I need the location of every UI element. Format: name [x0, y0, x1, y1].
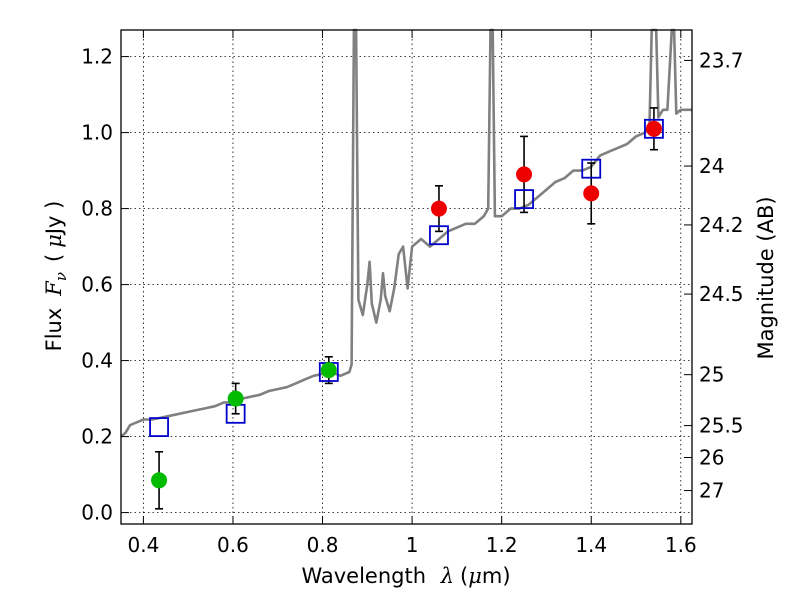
y-tick-label: 0.4 — [81, 349, 113, 373]
model-photometry-square — [149, 417, 169, 438]
grid — [121, 30, 692, 524]
observed-point — [583, 185, 600, 202]
magnitude-tick-label: 26 — [699, 446, 724, 470]
y-tick-label: 0.8 — [81, 197, 113, 221]
x-tick-label: 1.6 — [665, 533, 697, 557]
marker-layer — [149, 118, 664, 489]
model-photometry-square — [644, 118, 664, 139]
x-tick-label: 1.2 — [486, 533, 518, 557]
x-tick-label: 0.6 — [217, 533, 249, 557]
magnitude-tick-label: 23.7 — [699, 48, 744, 72]
observed-point — [151, 472, 168, 489]
observed-point — [227, 390, 244, 407]
x-tick-label: 1 — [406, 533, 419, 557]
observed-point — [516, 166, 533, 183]
observed-point — [320, 362, 337, 379]
model-photometry-square — [429, 225, 449, 246]
magnitude-tick-label: 25.5 — [699, 414, 744, 438]
observed-point — [430, 200, 447, 217]
x-tick-label: 0.8 — [307, 533, 339, 557]
magnitude-tick-label: 24.5 — [699, 282, 744, 306]
magnitude-tick-label: 24.2 — [699, 213, 744, 237]
magnitude-axis-label: Magnitude (AB) — [754, 196, 778, 359]
magnitude-tick-label: 27 — [699, 479, 724, 503]
observed-point — [645, 120, 662, 137]
tick-layer: 0.4 0.6 0.8 1 1.2 1.4 1.6 0.0 0.2 0.4 0.6 0.8 1.0 1.2… — [81, 30, 744, 557]
y-tick-label: 1.0 — [81, 121, 113, 145]
y-tick-label: 1.2 — [81, 45, 113, 69]
magnitude-tick-label: 24 — [699, 154, 724, 178]
x-tick-label: 0.4 — [127, 533, 159, 557]
model-photometry-square — [581, 158, 602, 179]
x-tick-label: 1.4 — [575, 533, 607, 557]
y-tick-label: 0.2 — [81, 425, 113, 449]
x-axis-label: Wavelength λ (μm) — [301, 564, 510, 588]
magnitude-tick-label: 25 — [699, 363, 724, 387]
spectrum-layer — [120, 28, 692, 438]
spectrum-line — [120, 28, 692, 438]
y-tick-label: 0.0 — [81, 501, 113, 525]
y-axis-label: FluxFν(μJy ) — [42, 201, 70, 352]
model-photometry-square — [514, 189, 534, 210]
plot-frame — [120, 29, 693, 525]
y-tick-label: 0.6 — [81, 273, 113, 297]
